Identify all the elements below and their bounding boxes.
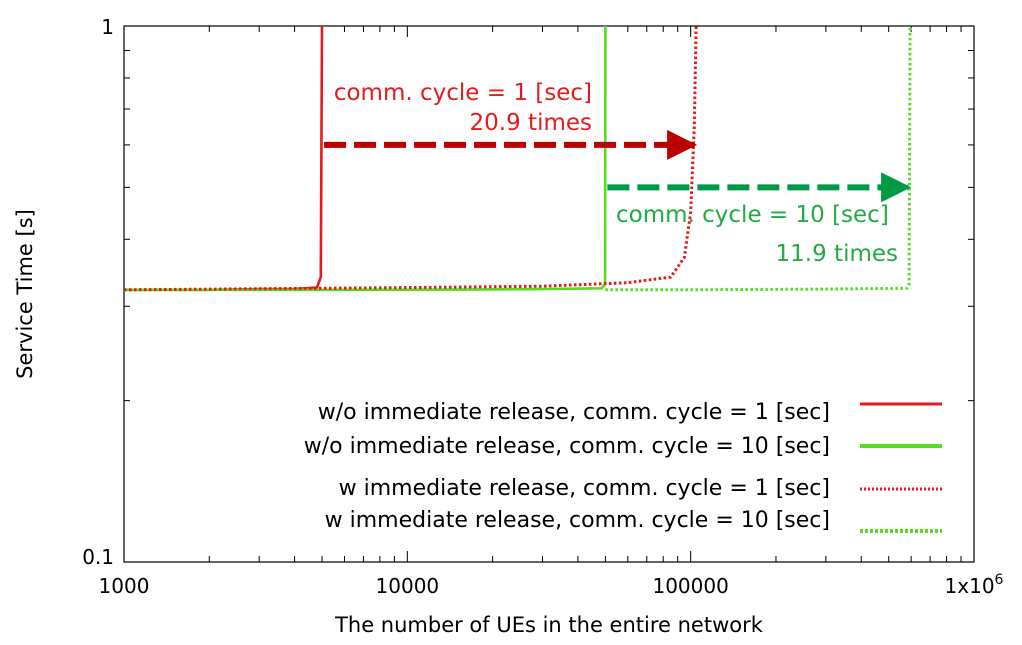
x-axis-label: The number of UEs in the entire network [334, 613, 764, 637]
annotation-cycle-1: comm. cycle = 1 [sec] [334, 80, 592, 106]
x-tick-label-1: 10000 [376, 574, 440, 598]
series-line-1 [124, 25, 324, 292]
annotation-times-11-9: 11.9 times [776, 241, 898, 267]
y-axis-label: Service Time [s] [13, 209, 37, 379]
arrows-layer [324, 129, 912, 203]
legend: w/o immediate release, comm. cycle = 1 [… [304, 400, 942, 533]
x-tick-label-2: 100000 [652, 574, 728, 598]
series-layer [123, 25, 912, 292]
series-line-4 [605, 25, 912, 292]
x-tick-label-0: 1000 [99, 574, 150, 598]
series-line-3 [123, 25, 698, 292]
y-tick-label-0: 0.1 [82, 545, 114, 569]
ticks-layer: 1000 10000 100000 1x106 0.1 1 [82, 15, 1003, 598]
legend-label-series-1: w/o immediate release, comm. cycle = 1 [… [318, 400, 830, 425]
x-tick-label-3: 1x106 [945, 572, 1004, 598]
annotation-cycle-10: comm. cycle = 10 [sec] [616, 202, 889, 228]
annotation-times-20-9: 20.9 times [470, 110, 592, 136]
legend-label-series-4: w immediate release, comm. cycle = 10 [s… [325, 508, 830, 533]
legend-label-series-2: w/o immediate release, comm. cycle = 10 … [304, 434, 830, 459]
series-line-2 [124, 25, 607, 292]
plot-frame [123, 25, 975, 563]
legend-label-series-3: w immediate release, comm. cycle = 1 [se… [339, 476, 830, 501]
y-tick-label-1: 1 [101, 15, 114, 39]
